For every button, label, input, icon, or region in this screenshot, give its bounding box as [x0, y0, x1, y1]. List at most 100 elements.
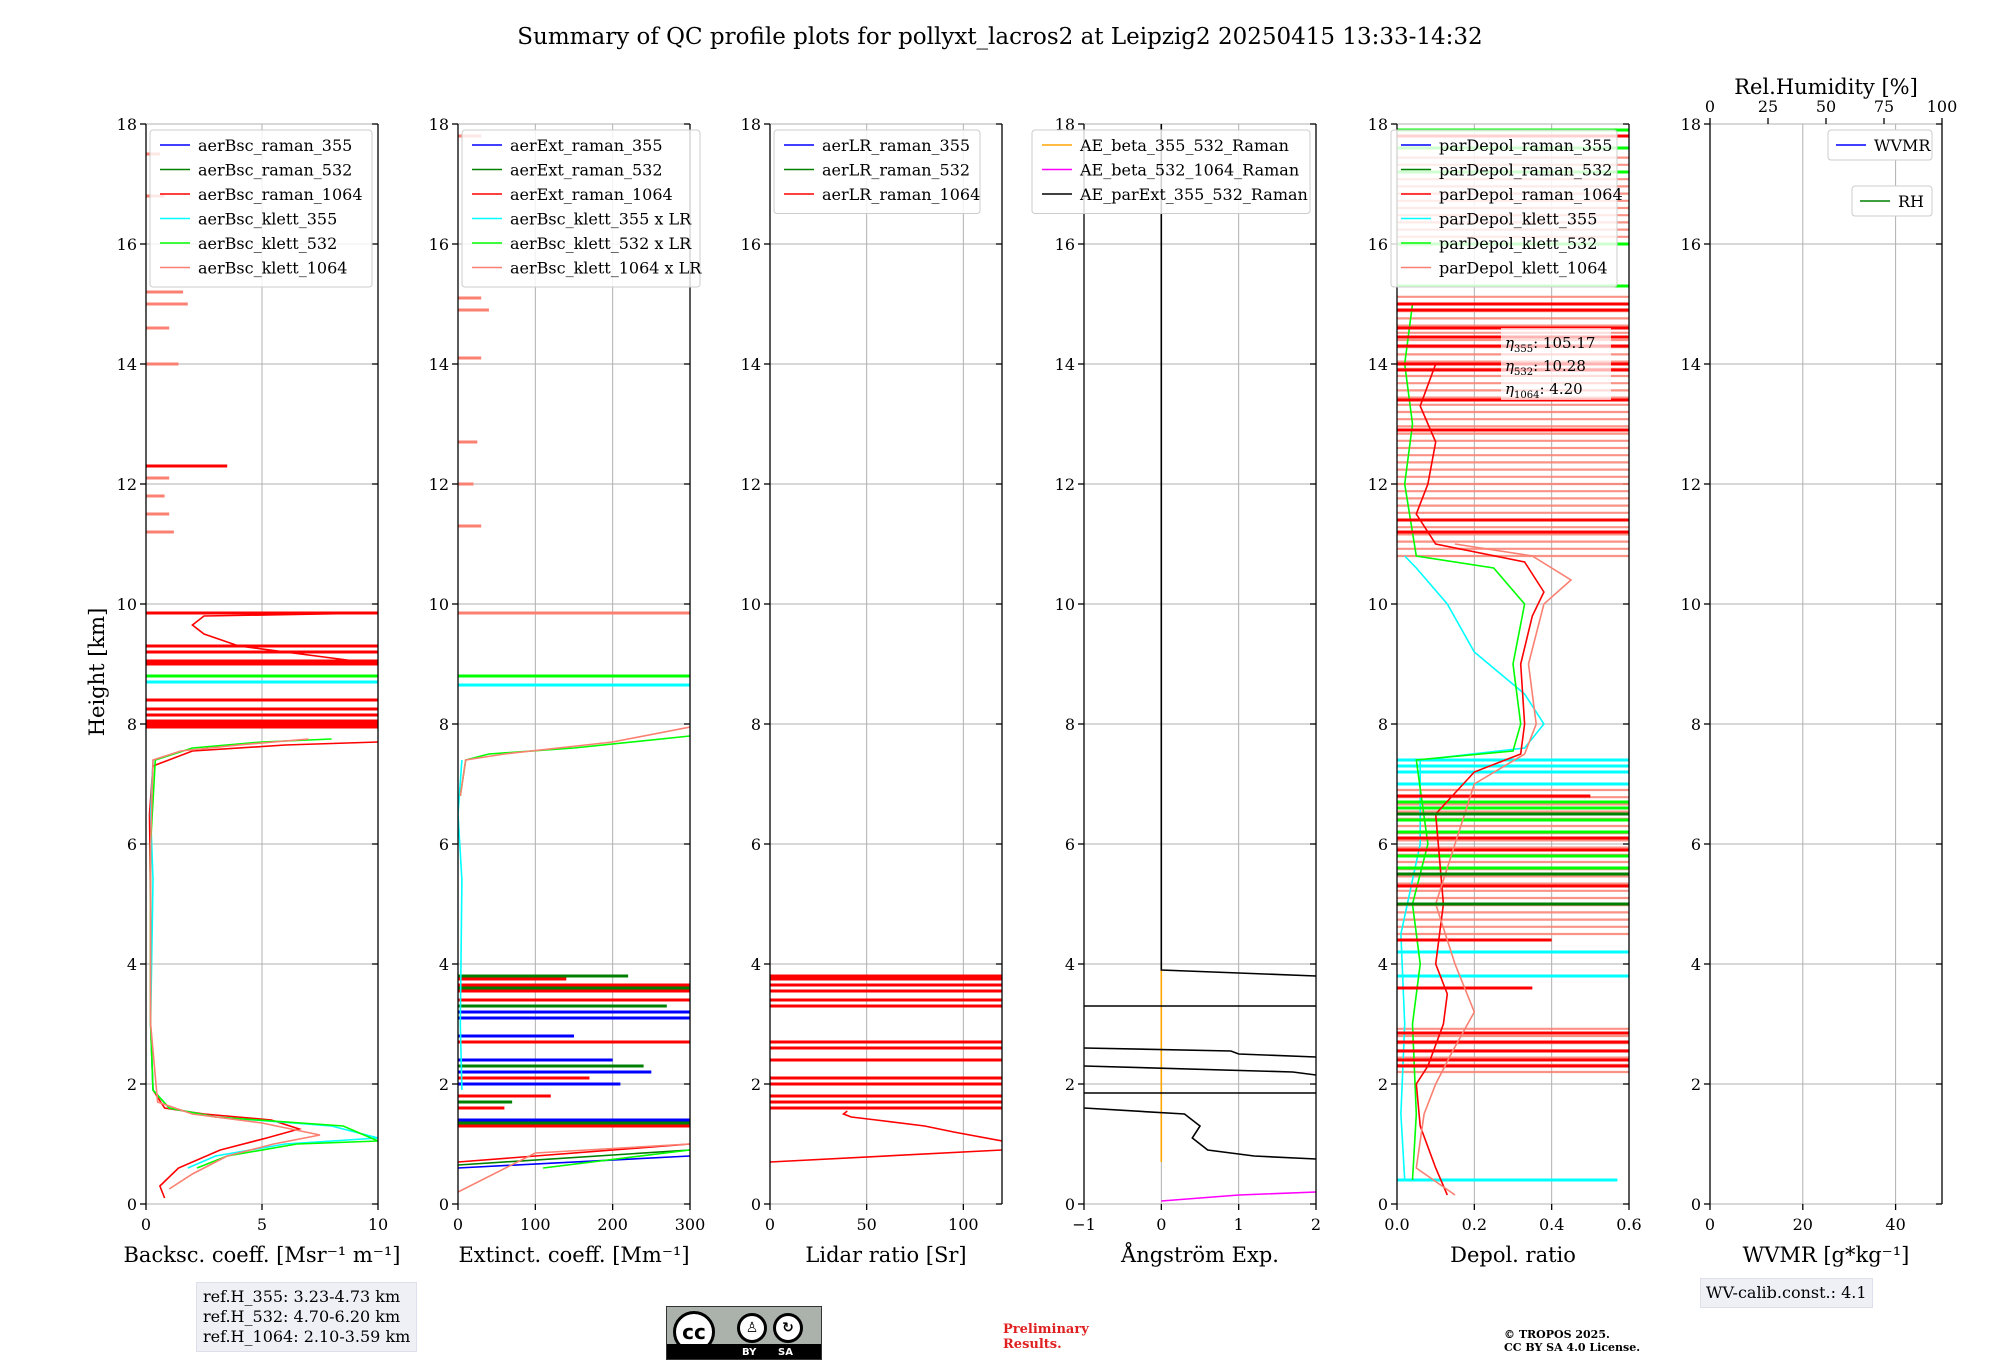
legend-box [1851, 185, 1933, 217]
figure-title: Summary of QC profile plots for pollyxt_… [517, 24, 1482, 50]
y-tick-label: 0 [1378, 1195, 1388, 1214]
y-tick-label: 18 [1681, 115, 1701, 134]
y-tick-label: 14 [1055, 355, 1075, 374]
copyright-line-2: CC BY SA 4.0 License. [1504, 1341, 1641, 1354]
y-tick-label: 12 [741, 475, 761, 494]
legend-label: aerExt_raman_532 [510, 161, 663, 180]
y-tick-label: 16 [1055, 235, 1075, 254]
x2-tick-label: 25 [1758, 97, 1778, 116]
y-axis-label: Height [km] [85, 608, 109, 737]
legend-label: parDepol_raman_1064 [1439, 185, 1623, 204]
series-group [146, 152, 378, 1199]
y-tick-label: 0 [127, 1195, 137, 1214]
legend: AE_beta_355_532_Raman AE_beta_532_1064_Ra… [1031, 129, 1311, 214]
legend-label: AE_beta_355_532_Raman [1079, 136, 1289, 155]
x-axis-label: Backsc. coeff. [Msr⁻¹ m⁻¹] [124, 1243, 401, 1267]
x-tick-label: 100 [520, 1215, 551, 1234]
y-tick-label: 12 [117, 475, 137, 494]
y-tick-label: 8 [751, 715, 761, 734]
y-tick-label: 16 [1368, 235, 1388, 254]
eta-box [1501, 328, 1611, 400]
x2-tick-label: 100 [1927, 97, 1958, 116]
legend-label: parDepol_klett_355 [1439, 210, 1597, 229]
copyright-note: © TROPOS 2025. CC BY SA 4.0 License. [1504, 1328, 1640, 1354]
series-line-AE_beta_532_1064_Raman [1161, 1191, 1316, 1202]
wv-calibration-constant: WV-calib.const.: 4.1 [1706, 1283, 1867, 1302]
x-axis-label: Extinct. coeff. [Mm⁻¹] [458, 1243, 689, 1267]
legend-label: AE_beta_532_1064_Raman [1079, 161, 1299, 180]
y-tick-label: 10 [1368, 595, 1388, 614]
y-tick-label: 0 [1691, 1195, 1701, 1214]
series-extra-AE_parExt_355_532_Raman [1084, 1065, 1316, 1076]
y-tick-label: 14 [741, 355, 761, 374]
legend-label: aerBsc_klett_1064 [198, 259, 347, 278]
y-tick-label: 6 [439, 835, 449, 854]
x-tick-label: 0.2 [1462, 1215, 1487, 1234]
x2-tick-label: 50 [1816, 97, 1836, 116]
y-tick-label: 18 [1368, 115, 1388, 134]
series-line-aerBsc_klett_355 x LR [458, 759, 463, 1091]
x-tick-label: 0.4 [1539, 1215, 1564, 1234]
legend-label: aerBsc_klett_532 [198, 234, 337, 253]
x-tick-label: 5 [257, 1215, 267, 1234]
reference-height-box: ref.H_355: 3.23-4.73 km ref.H_532: 4.70-… [196, 1282, 418, 1352]
legend: aerExt_raman_355 aerExt_raman_532 aerExt_r… [461, 129, 702, 288]
y-tick-label: 6 [1691, 835, 1701, 854]
panel-lidar_ratio: 0 2 4 6 8 10 12 14 16 18 0 50 100 Lidar ratio [Sr] aer… [741, 115, 1003, 1267]
y-tick-label: 10 [429, 595, 449, 614]
series-line-aerBsc_klett_532 [149, 738, 378, 1169]
preliminary-results-note: Preliminary Results. [1003, 1322, 1089, 1352]
cc-label-bar [667, 1344, 821, 1359]
y-tick-label: 4 [751, 955, 761, 974]
y-tick-label: 2 [1065, 1075, 1075, 1094]
y-tick-label: 8 [127, 715, 137, 734]
legend-label: parDepol_klett_532 [1439, 234, 1597, 253]
x2-tick-label: 75 [1874, 97, 1894, 116]
legend-box [773, 129, 981, 214]
y-tick-label: 14 [117, 355, 137, 374]
legend-label: RH [1898, 192, 1924, 211]
cc-by-label: BY [742, 1347, 757, 1358]
legend-label: aerBsc_raman_532 [198, 161, 352, 180]
legend-label: aerExt_raman_1064 [510, 185, 673, 204]
legend-label: aerLR_raman_355 [822, 136, 970, 155]
preliminary-line-1: Preliminary [1003, 1322, 1089, 1337]
legend-box [461, 129, 701, 288]
y-tick-label: 8 [1691, 715, 1701, 734]
series-curve-aerBsc_klett_532 x LR [459, 735, 690, 797]
y-tick-label: 2 [1691, 1075, 1701, 1094]
legend-box [1031, 129, 1311, 214]
legend-box [149, 129, 373, 288]
y-tick-label: 18 [1055, 115, 1075, 134]
y-tick-label: 12 [1368, 475, 1388, 494]
series-group [770, 974, 1002, 1163]
series-line-aerExt_raman_532 [458, 1149, 690, 1166]
series-group [1397, 128, 1629, 1196]
x-tick-label: 1 [1234, 1215, 1244, 1234]
series-line-parDepol_raman_1064 [1415, 363, 1545, 1196]
series-line-aerLR_raman_1064 [770, 1149, 1002, 1163]
x-tick-label: −1 [1072, 1215, 1096, 1234]
legend-label: AE_parExt_355_532_Raman [1079, 185, 1308, 204]
sa-share-alike-icon: ↻ [773, 1313, 803, 1343]
cc-sa-label: SA [778, 1347, 793, 1358]
x-tick-label: 20 [1793, 1215, 1813, 1234]
y-tick-label: 18 [429, 115, 449, 134]
y-tick-label: 14 [429, 355, 449, 374]
series-extra-AE_parExt_355_532_Raman [1084, 1107, 1316, 1160]
y-tick-label: 10 [1681, 595, 1701, 614]
series-line-parDepol_klett_355 [1400, 555, 1545, 1181]
x-tick-label: 50 [856, 1215, 876, 1234]
y-tick-label: 2 [751, 1075, 761, 1094]
legend: aerBsc_raman_355 aerBsc_raman_532 aerBsc_r… [149, 129, 373, 288]
x-axis-label: Ångström Exp. [1120, 1242, 1279, 1267]
y-tick-label: 4 [1691, 955, 1701, 974]
legend-label: aerBsc_raman_355 [198, 136, 352, 155]
y-tick-label: 6 [127, 835, 137, 854]
cc-by-sa-logo: cc ♙ ↻ BY SA [666, 1306, 822, 1360]
x-tick-label: 0 [1156, 1215, 1166, 1234]
legend-label: aerBsc_klett_355 [198, 210, 337, 229]
